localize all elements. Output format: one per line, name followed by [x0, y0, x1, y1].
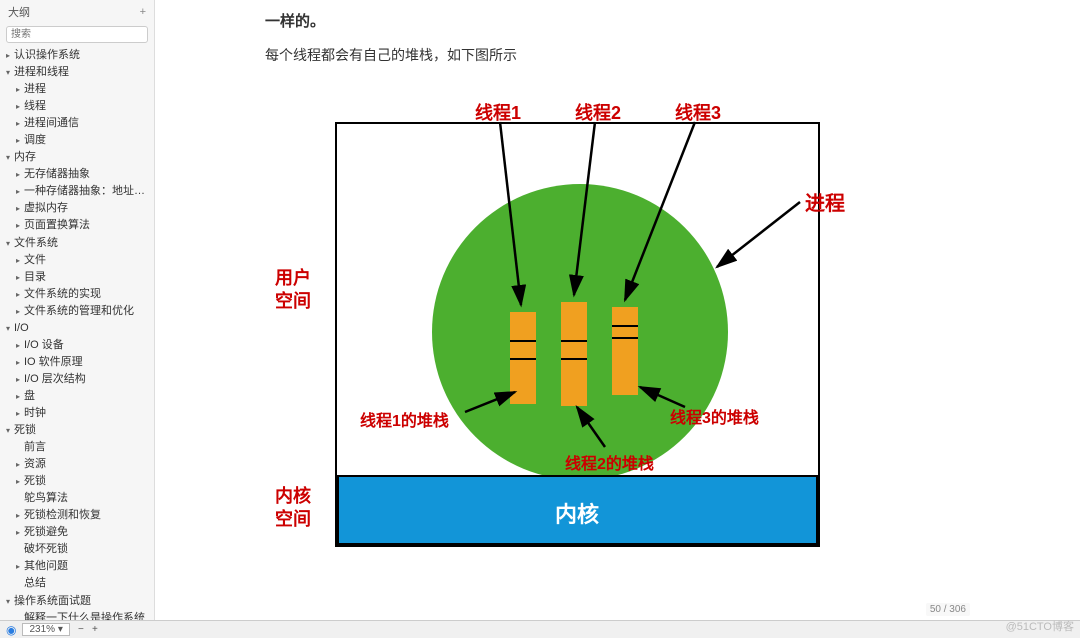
- tree-item[interactable]: ▾操作系统面试题: [2, 593, 152, 610]
- tree-item[interactable]: ▸其他问题: [2, 558, 152, 575]
- tree-item[interactable]: 鸵鸟算法: [2, 490, 152, 507]
- search-input[interactable]: [6, 26, 148, 43]
- zoom-out-button[interactable]: −: [74, 624, 88, 635]
- tree-item[interactable]: ▸进程间通信: [2, 115, 152, 132]
- tree-item[interactable]: 总结: [2, 575, 152, 592]
- stack-1: [510, 312, 536, 404]
- user-space-label: 用户 空间: [275, 267, 311, 314]
- outline-tree: ▸认识操作系统▾进程和线程▸进程▸线程▸进程间通信▸调度▾内存▸无存储器抽象▸一…: [0, 47, 154, 620]
- tree-item[interactable]: ▸文件: [2, 252, 152, 269]
- stack-label-2: 线程2的堆栈: [565, 450, 654, 474]
- process-label: 进程: [805, 187, 845, 216]
- tree-item[interactable]: ▸I/O 设备: [2, 337, 152, 354]
- tree-item[interactable]: ▸IO 软件原理: [2, 354, 152, 371]
- outline-title: 大纲: [8, 4, 30, 20]
- page-indicator: 50 / 306: [926, 603, 970, 616]
- page-current: 50: [930, 604, 941, 615]
- tree-item[interactable]: 解释一下什么是操作系统: [2, 610, 152, 620]
- tree-item[interactable]: ▾进程和线程: [2, 64, 152, 81]
- watermark: @51CTO博客: [1006, 618, 1074, 634]
- tree-item[interactable]: ▸线程: [2, 98, 152, 115]
- add-button[interactable]: +: [140, 6, 146, 18]
- tree-item[interactable]: ▸文件系统的管理和优化: [2, 303, 152, 320]
- tree-item[interactable]: ▸死锁避免: [2, 524, 152, 541]
- thread-label-3: 线程3: [675, 99, 721, 125]
- thread-label-1: 线程1: [475, 99, 521, 125]
- tree-item[interactable]: ▾文件系统: [2, 235, 152, 252]
- outline-sidebar: 大纲 + ▸认识操作系统▾进程和线程▸进程▸线程▸进程间通信▸调度▾内存▸无存储…: [0, 0, 155, 620]
- stack-3: [612, 307, 638, 395]
- tree-item[interactable]: ▸无存储器抽象: [2, 166, 152, 183]
- bottom-toolbar: ◉ 231% ▾ − +: [0, 620, 1080, 638]
- zoom-value[interactable]: 231% ▾: [22, 623, 69, 636]
- thread-stack-diagram: 线程1 线程2 线程3 线程1的堆栈线程2的堆栈线程3的堆栈 进程用户 空间内核 空间 内…: [265, 87, 865, 562]
- tree-item[interactable]: ▸认识操作系统: [2, 47, 152, 64]
- tree-item[interactable]: 前言: [2, 439, 152, 456]
- tree-item[interactable]: ▸页面置换算法: [2, 217, 152, 234]
- tree-item[interactable]: ▸目录: [2, 269, 152, 286]
- tree-item[interactable]: ▸调度: [2, 132, 152, 149]
- tree-item[interactable]: ▸虚拟内存: [2, 200, 152, 217]
- tree-item[interactable]: ▸进程: [2, 81, 152, 98]
- tree-item[interactable]: ▸I/O 层次结构: [2, 371, 152, 388]
- kernel-text: 内核: [555, 497, 599, 529]
- zoom-in-button[interactable]: +: [88, 624, 102, 635]
- tree-item[interactable]: ▾死锁: [2, 422, 152, 439]
- paragraph: 每个线程都会有自己的堆栈，如下图所示: [265, 45, 1080, 65]
- tree-item[interactable]: ▸一种存储器抽象：地址空间: [2, 183, 152, 200]
- view-icon[interactable]: ◉: [6, 623, 16, 637]
- tree-item[interactable]: ▸文件系统的实现: [2, 286, 152, 303]
- thread-label-2: 线程2: [575, 99, 621, 125]
- stack-label-3: 线程3的堆栈: [670, 404, 759, 428]
- stack-label-1: 线程1的堆栈: [360, 407, 449, 431]
- content-area: 一样的。 每个线程都会有自己的堆栈，如下图所示 线程1线程2线程3线程1的堆栈线…: [165, 0, 1080, 620]
- tree-item[interactable]: ▸盘: [2, 388, 152, 405]
- search-box: [6, 26, 148, 43]
- page-total: / 306: [944, 604, 966, 615]
- tree-item[interactable]: 破坏死锁: [2, 541, 152, 558]
- tree-item[interactable]: ▸死锁: [2, 473, 152, 490]
- sidebar-header: 大纲 +: [0, 0, 154, 24]
- heading: 一样的。: [265, 10, 1080, 31]
- tree-item[interactable]: ▸时钟: [2, 405, 152, 422]
- stack-2: [561, 302, 587, 406]
- tree-item[interactable]: ▾内存: [2, 149, 152, 166]
- tree-item[interactable]: ▾I/O: [2, 320, 152, 337]
- tree-item[interactable]: ▸资源: [2, 456, 152, 473]
- tree-item[interactable]: ▸死锁检测和恢复: [2, 507, 152, 524]
- kernel-space-label: 内核 空间: [275, 485, 311, 532]
